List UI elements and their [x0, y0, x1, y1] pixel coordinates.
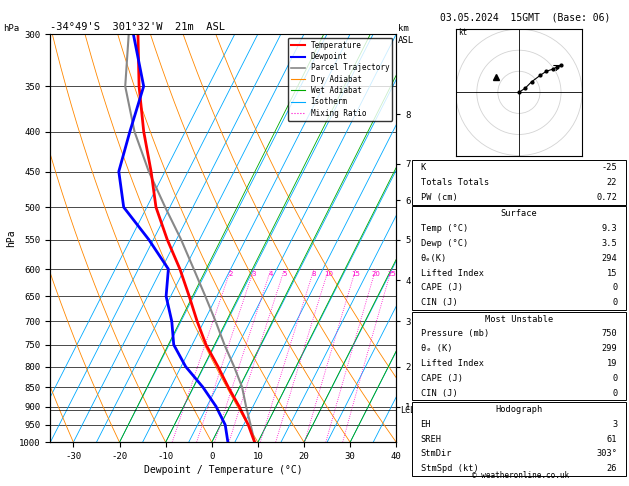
Y-axis label: Mixing Ratio (g/kg): Mixing Ratio (g/kg) [416, 187, 425, 289]
Text: Most Unstable: Most Unstable [485, 314, 553, 324]
Text: Dewp (°C): Dewp (°C) [421, 239, 468, 248]
Text: 299: 299 [601, 344, 617, 353]
Text: K: K [421, 163, 426, 172]
Text: Hodograph: Hodograph [495, 405, 543, 414]
Text: 0: 0 [612, 389, 617, 398]
Y-axis label: hPa: hPa [6, 229, 16, 247]
Text: 20: 20 [371, 271, 380, 277]
Text: CAPE (J): CAPE (J) [421, 283, 462, 293]
Text: 61: 61 [607, 434, 617, 444]
Text: 294: 294 [601, 254, 617, 263]
Text: Lifted Index: Lifted Index [421, 269, 484, 278]
Text: θₑ (K): θₑ (K) [421, 344, 452, 353]
Text: CIN (J): CIN (J) [421, 298, 457, 307]
Text: 750: 750 [601, 330, 617, 338]
Text: StmSpd (kt): StmSpd (kt) [421, 464, 478, 473]
Text: LCL: LCL [400, 406, 415, 415]
Text: 303°: 303° [596, 450, 617, 458]
Text: θₑ(K): θₑ(K) [421, 254, 447, 263]
Text: 0: 0 [612, 374, 617, 383]
Text: 22: 22 [607, 178, 617, 187]
Bar [412, 160, 626, 205]
Text: CIN (J): CIN (J) [421, 389, 457, 398]
Text: 15: 15 [352, 271, 360, 277]
Text: 10: 10 [324, 271, 333, 277]
Bar [412, 312, 626, 400]
Text: 5: 5 [282, 271, 287, 277]
Text: StmDir: StmDir [421, 450, 452, 458]
Text: Totals Totals: Totals Totals [421, 178, 489, 187]
Text: 19: 19 [607, 359, 617, 368]
Text: 3: 3 [252, 271, 256, 277]
Text: Pressure (mb): Pressure (mb) [421, 330, 489, 338]
Text: Temp (°C): Temp (°C) [421, 224, 468, 233]
Text: -25: -25 [601, 163, 617, 172]
Text: 3: 3 [612, 420, 617, 429]
Text: 3.5: 3.5 [601, 239, 617, 248]
Text: 0: 0 [612, 283, 617, 293]
Text: Lifted Index: Lifted Index [421, 359, 484, 368]
Text: 9.3: 9.3 [601, 224, 617, 233]
Text: 0: 0 [612, 298, 617, 307]
Text: hPa: hPa [3, 24, 19, 34]
Bar [412, 402, 626, 476]
Text: 8: 8 [312, 271, 316, 277]
Text: SREH: SREH [421, 434, 442, 444]
X-axis label: Dewpoint / Temperature (°C): Dewpoint / Temperature (°C) [144, 465, 303, 475]
Text: 4: 4 [269, 271, 273, 277]
Legend: Temperature, Dewpoint, Parcel Trajectory, Dry Adiabat, Wet Adiabat, Isotherm, Mi: Temperature, Dewpoint, Parcel Trajectory… [288, 38, 392, 121]
Text: 0.72: 0.72 [596, 193, 617, 202]
Text: 26: 26 [607, 464, 617, 473]
Text: kt: kt [458, 29, 467, 37]
Text: 15: 15 [607, 269, 617, 278]
Text: CAPE (J): CAPE (J) [421, 374, 462, 383]
Bar [412, 207, 626, 310]
Text: -34°49'S  301°32'W  21m  ASL: -34°49'S 301°32'W 21m ASL [50, 22, 225, 32]
Text: Surface: Surface [501, 209, 537, 218]
Text: PW (cm): PW (cm) [421, 193, 457, 202]
Text: © weatheronline.co.uk: © weatheronline.co.uk [472, 471, 569, 480]
Text: km: km [398, 24, 409, 34]
Text: ASL: ASL [398, 36, 415, 46]
Text: 2: 2 [229, 271, 233, 277]
Text: 03.05.2024  15GMT  (Base: 06): 03.05.2024 15GMT (Base: 06) [440, 12, 610, 22]
Text: EH: EH [421, 420, 431, 429]
Text: 25: 25 [387, 271, 396, 277]
